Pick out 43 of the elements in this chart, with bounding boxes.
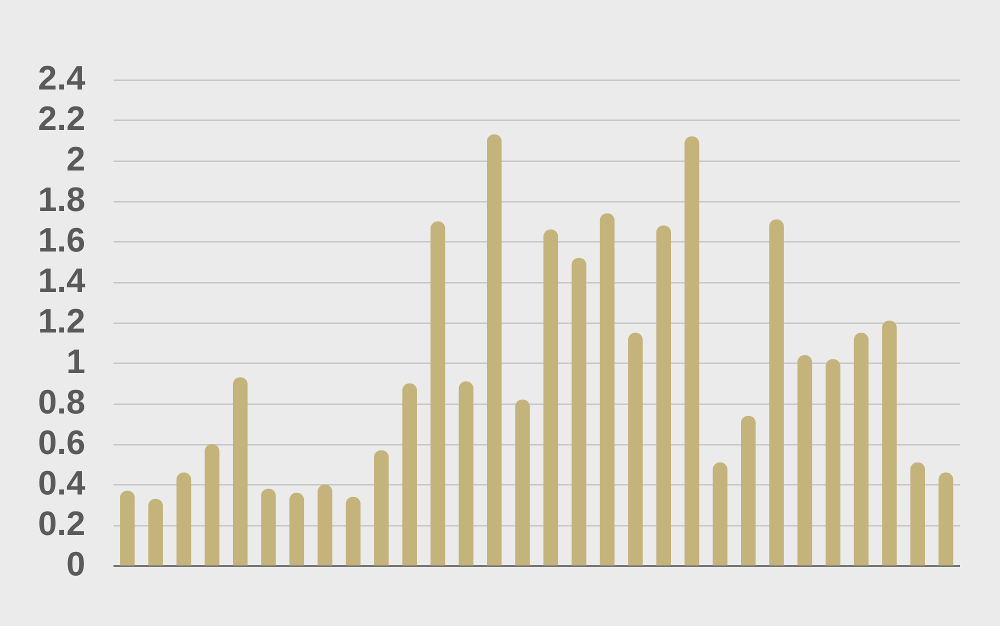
- y-tick-label: 0.8: [38, 383, 86, 422]
- bar: [374, 450, 389, 566]
- bar: [458, 381, 474, 566]
- bar: [628, 332, 643, 566]
- bar: [515, 400, 530, 566]
- bar: [289, 492, 304, 566]
- bar: [486, 134, 502, 566]
- y-tick-label: 1.2: [38, 302, 86, 340]
- bar: [740, 416, 756, 566]
- bar: [430, 221, 446, 566]
- y-tick-label: 0.2: [38, 504, 86, 543]
- bar: [261, 488, 276, 566]
- bar: [346, 496, 361, 566]
- bar: [656, 225, 671, 566]
- bar: [684, 136, 700, 566]
- y-tick-label: 1.4: [38, 262, 86, 300]
- bar: [712, 462, 728, 566]
- y-tick-label: 1.8: [38, 180, 86, 219]
- y-tick-label: 1: [66, 342, 86, 381]
- bar: [769, 219, 784, 566]
- y-tick-label: 1.6: [38, 221, 86, 260]
- bar: [910, 462, 925, 566]
- bar: [232, 377, 248, 566]
- bar: [882, 320, 897, 566]
- y-tick-label: 0: [66, 545, 86, 584]
- bar: [797, 355, 812, 566]
- bar: [148, 498, 163, 566]
- y-tick-label: 0.6: [38, 424, 86, 462]
- bar: [600, 213, 615, 566]
- bar: [938, 472, 954, 566]
- y-tick-label: 0.4: [38, 464, 86, 502]
- bar: [318, 484, 332, 566]
- bar: [854, 332, 869, 566]
- bar: [402, 383, 417, 566]
- bar: [826, 359, 840, 566]
- bar: [543, 230, 558, 566]
- bar: [572, 258, 586, 566]
- y-tick-label: 2: [66, 140, 86, 178]
- bar: [120, 490, 135, 566]
- y-tick-label: 2.2: [38, 100, 86, 138]
- bar: [176, 472, 192, 566]
- bar: [204, 444, 220, 566]
- y-tick-label: 2.4: [38, 59, 86, 98]
